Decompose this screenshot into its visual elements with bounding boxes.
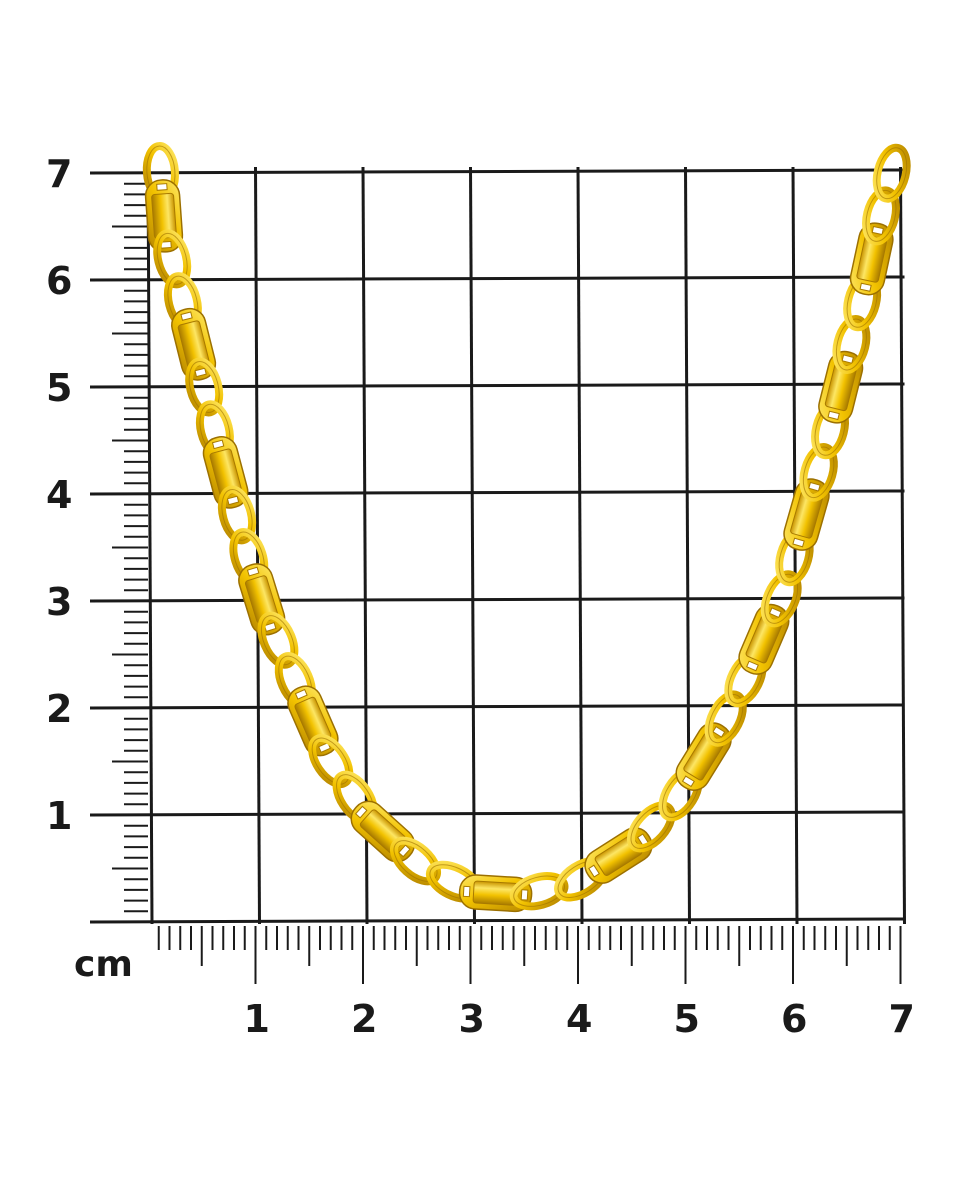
- grid-line-horizontal: [89, 168, 905, 175]
- chain-curb-link: [308, 734, 354, 789]
- gold-chain-necklace: [142, 142, 911, 913]
- y-axis-labels: 1 2 3 4 5 6 7: [46, 152, 72, 838]
- chain-curb-link: [760, 570, 802, 628]
- chain-curb-link: [153, 229, 192, 289]
- chain-curb-link: [872, 143, 911, 203]
- grid-line-vertical: [361, 166, 369, 925]
- grid-line-vertical: [576, 166, 584, 925]
- chain-curb-link: [704, 690, 747, 747]
- x-axis-labels: 1 2 3 4 5 6 7: [244, 997, 915, 1041]
- chain-curb-link: [799, 443, 838, 502]
- grid-line-horizontal: [89, 810, 905, 817]
- grid-line-horizontal: [89, 489, 905, 496]
- chain-curb-link: [217, 485, 257, 545]
- unit-label: cm: [74, 944, 133, 985]
- grid-line-vertical: [469, 166, 476, 925]
- y-tick-label: 5: [46, 366, 72, 410]
- y-tick-label: 3: [46, 580, 72, 624]
- grid-line-horizontal: [89, 917, 905, 924]
- left-ruler: [90, 182, 148, 913]
- y-tick-label: 4: [46, 473, 72, 517]
- x-tick-label: 3: [459, 997, 485, 1041]
- chain-bar-link: [584, 827, 653, 884]
- measurement-grid: [89, 166, 906, 925]
- chain-curb-link: [509, 872, 569, 911]
- x-tick-label: 5: [674, 997, 700, 1041]
- x-tick-label: 7: [889, 997, 915, 1041]
- grid-line-vertical: [899, 166, 906, 925]
- chain-curb-link: [185, 357, 224, 417]
- chain-curb-link: [862, 186, 900, 246]
- x-tick-label: 2: [351, 997, 377, 1041]
- grid-line-vertical: [146, 166, 154, 925]
- x-tick-label: 4: [566, 997, 592, 1041]
- chain-bar-link: [675, 722, 732, 791]
- chain-curb-link: [257, 611, 299, 669]
- bottom-ruler: [157, 926, 902, 984]
- grid-line-horizontal: [89, 275, 905, 282]
- x-tick-label: 1: [244, 997, 270, 1041]
- y-tick-label: 2: [46, 687, 72, 731]
- chain-curb-link: [832, 315, 871, 374]
- grid-line-vertical: [684, 166, 691, 925]
- grid-line-horizontal: [89, 382, 905, 389]
- y-tick-label: 1: [46, 794, 72, 838]
- chain-curb-link: [627, 801, 676, 853]
- x-tick-label: 6: [781, 997, 807, 1041]
- chain-bar-link: [350, 800, 416, 863]
- y-tick-label: 6: [46, 259, 72, 303]
- y-tick-label: 7: [46, 152, 72, 196]
- grid-line-horizontal: [89, 596, 905, 603]
- grid-line-horizontal: [89, 703, 905, 710]
